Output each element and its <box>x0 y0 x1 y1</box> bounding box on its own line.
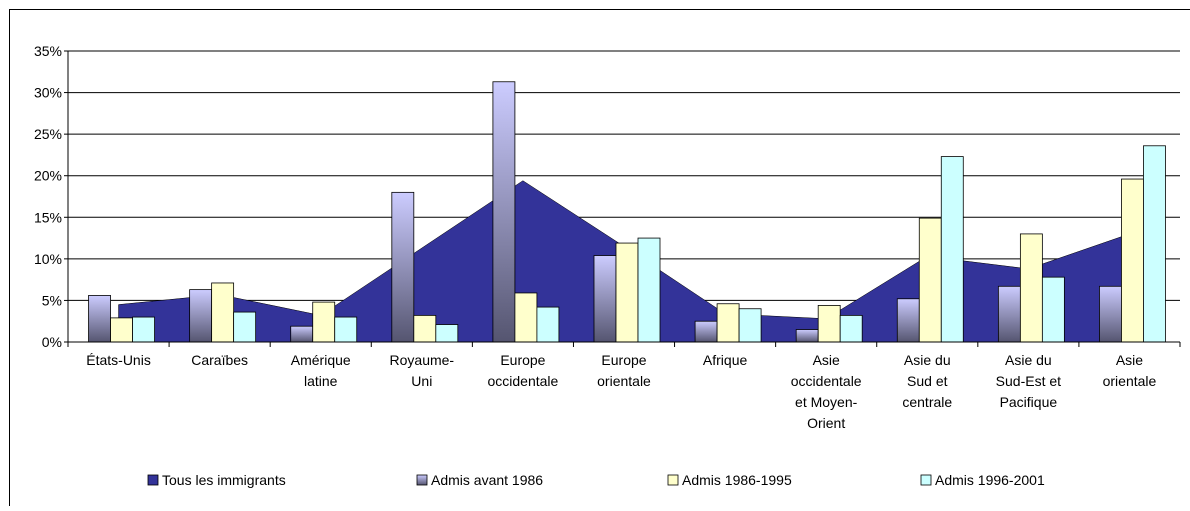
bar <box>313 302 335 342</box>
legend-swatch <box>148 475 158 485</box>
legend-swatch <box>417 475 427 485</box>
bar <box>998 286 1020 342</box>
bar <box>695 321 717 342</box>
bar <box>111 318 133 342</box>
legend-label: Admis avant 1986 <box>431 472 543 488</box>
bar <box>717 304 739 342</box>
y-tick-label: 35% <box>34 43 62 59</box>
x-tick-label: États-Unis <box>86 352 151 368</box>
bar <box>1143 146 1165 342</box>
bar <box>1020 234 1042 342</box>
bar <box>414 315 436 342</box>
bar <box>919 218 941 342</box>
y-tick-label: 30% <box>34 85 62 101</box>
bar <box>818 305 840 342</box>
bar <box>941 157 963 342</box>
bar <box>594 256 616 342</box>
bar <box>515 293 537 342</box>
bar <box>897 299 919 342</box>
bar <box>133 317 155 342</box>
legend-label: Tous les immigrants <box>162 472 286 488</box>
bar <box>1042 277 1064 342</box>
bar <box>392 192 414 342</box>
y-tick-label: 20% <box>34 168 62 184</box>
y-tick-label: 10% <box>34 251 62 267</box>
y-tick-label: 15% <box>34 209 62 225</box>
bar <box>234 312 256 342</box>
y-tick-label: 25% <box>34 126 62 142</box>
y-tick-label: 5% <box>42 292 62 308</box>
bar <box>89 295 111 342</box>
legend-label: Admis 1986-1995 <box>682 472 792 488</box>
x-tick-label: Caraïbes <box>191 352 248 368</box>
legend-swatch <box>921 475 931 485</box>
bar <box>436 325 458 342</box>
bar <box>796 330 818 342</box>
bar <box>537 307 559 342</box>
bar <box>190 290 212 342</box>
bar <box>638 238 660 342</box>
bar <box>739 309 761 342</box>
bar <box>1121 179 1143 342</box>
bar <box>1099 286 1121 342</box>
bar <box>616 243 638 342</box>
bar <box>335 317 357 342</box>
bar <box>212 283 234 342</box>
x-tick-label: Afrique <box>703 352 748 368</box>
legend-swatch <box>668 475 678 485</box>
bar <box>291 326 313 342</box>
y-tick-label: 0% <box>42 334 62 350</box>
bar <box>493 82 515 342</box>
legend-label: Admis 1996-2001 <box>935 472 1045 488</box>
bar <box>840 315 862 342</box>
